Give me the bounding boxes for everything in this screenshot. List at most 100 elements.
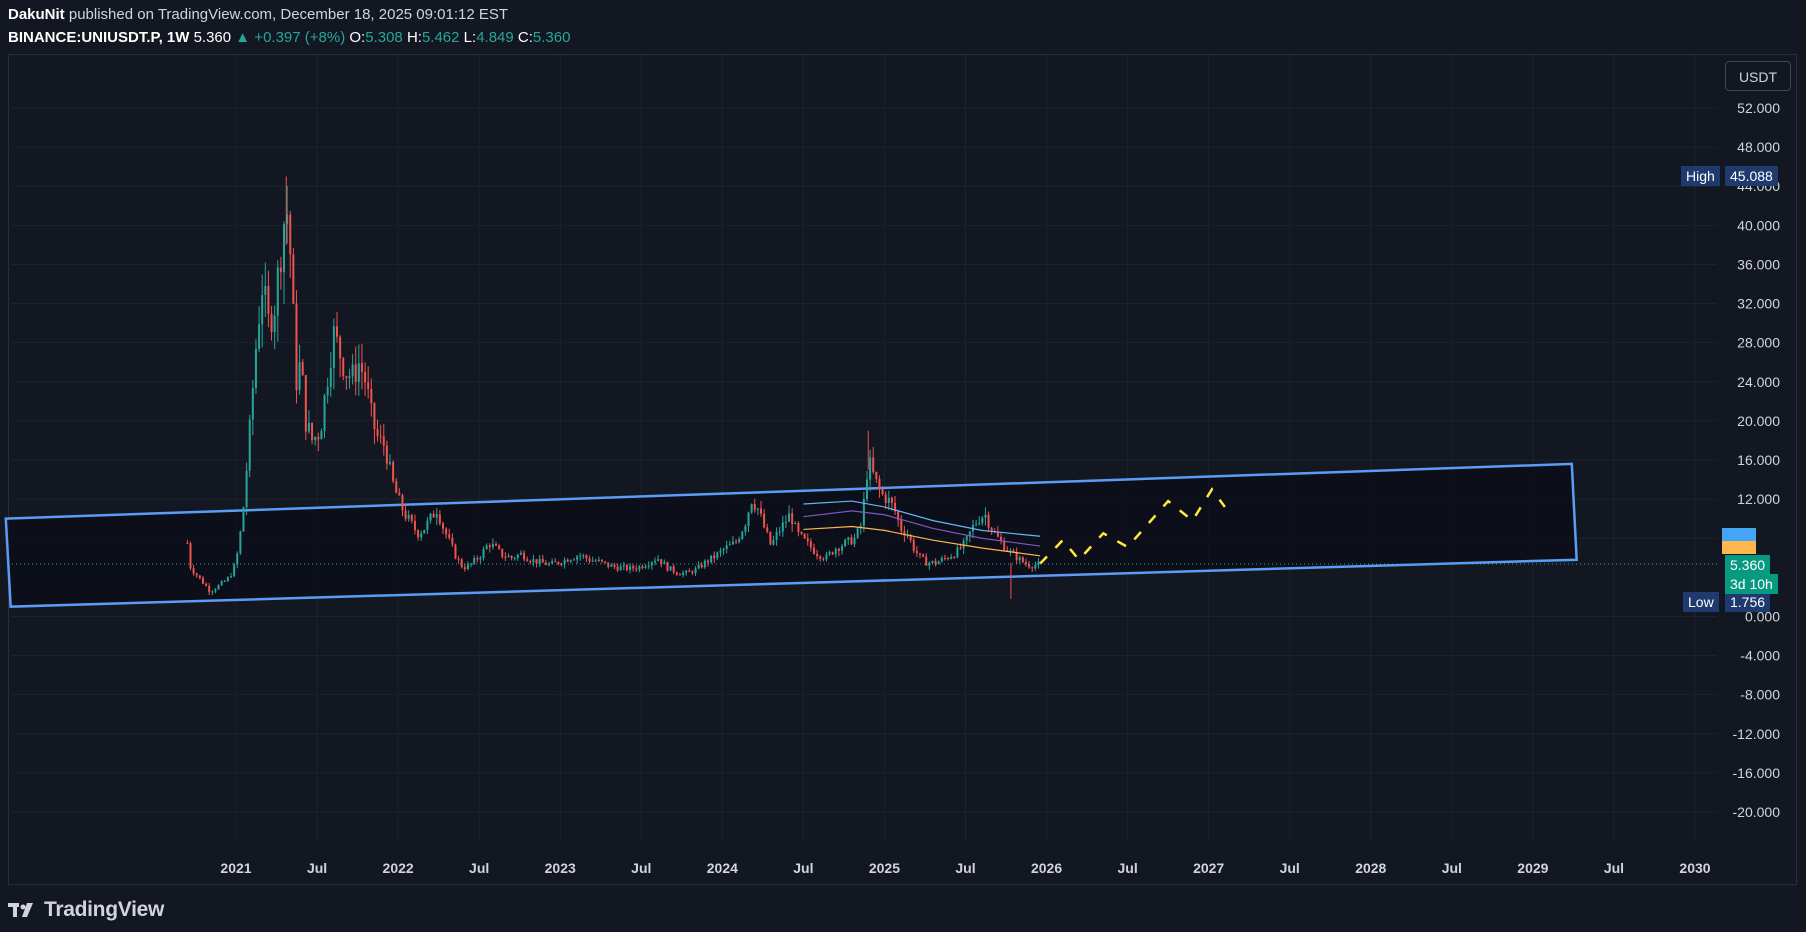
candle: [837, 547, 840, 557]
candle: [713, 551, 716, 563]
price-tick-label: -8.000: [1740, 687, 1780, 703]
candle: [432, 510, 435, 518]
candle: [423, 529, 426, 534]
candle: [1018, 555, 1021, 564]
candle: [189, 541, 192, 571]
close-label: C:: [517, 29, 533, 46]
candle: [476, 555, 479, 563]
candle: [491, 538, 494, 550]
candle: [470, 563, 473, 568]
candle: [685, 569, 688, 576]
author-name[interactable]: DakuNit: [8, 6, 65, 23]
candle: [298, 344, 301, 395]
symbol-legend: BINANCE:UNIUSDT.P, 1W 5.360 ▲ +0.397 (+8…: [8, 29, 570, 46]
candle: [607, 562, 610, 569]
chart-frame[interactable]: [8, 54, 1797, 885]
candle: [922, 553, 925, 558]
symbol-name[interactable]: BINANCE:UNIUSDT.P, 1W: [8, 29, 190, 46]
candle: [756, 507, 759, 516]
candle: [865, 470, 868, 503]
candle: [940, 555, 943, 563]
candle: [457, 556, 460, 564]
time-tick-label: 2024: [707, 860, 738, 876]
candle: [650, 561, 653, 570]
candle: [307, 410, 310, 434]
candle: [616, 563, 619, 573]
candle: [264, 262, 267, 317]
candle: [934, 558, 937, 567]
candle: [544, 559, 547, 566]
time-tick-label: Jul: [1442, 860, 1462, 876]
candle: [806, 533, 809, 546]
candle: [872, 446, 875, 475]
candle: [962, 537, 965, 555]
candles: [186, 176, 1040, 599]
candle: [535, 559, 538, 568]
low-tag-label: Low: [1683, 592, 1719, 612]
candle: [283, 221, 286, 304]
grid-lines: [12, 55, 1717, 840]
candle: [579, 552, 582, 561]
close-value: 5.360: [532, 29, 571, 46]
candle: [389, 454, 392, 466]
candle: [1000, 531, 1003, 545]
candle: [323, 393, 326, 439]
price-tick-label: 32.000: [1737, 296, 1780, 312]
candle: [675, 571, 678, 577]
candle: [279, 256, 282, 290]
price-tick-label: 24.000: [1737, 374, 1780, 390]
candle: [641, 564, 644, 570]
candle: [878, 475, 881, 498]
candle: [435, 507, 438, 525]
candle: [956, 545, 959, 559]
candle: [653, 557, 656, 566]
footer-logo[interactable]: TradingView: [8, 897, 164, 923]
candle: [975, 520, 978, 527]
candle: [454, 543, 457, 560]
candle: [850, 534, 853, 546]
candle: [625, 564, 628, 572]
candle: [632, 564, 635, 572]
candle: [236, 551, 239, 569]
candle: [834, 547, 837, 558]
candle: [426, 517, 429, 535]
candle: [831, 551, 834, 556]
candle: [716, 551, 719, 560]
candle: [379, 424, 382, 444]
candle: [841, 543, 844, 555]
candle: [678, 572, 681, 576]
channel-rectangle[interactable]: [4, 462, 1578, 608]
price-tick-label: 36.000: [1737, 256, 1780, 272]
candle: [401, 493, 404, 517]
time-tick-label: 2026: [1031, 860, 1062, 876]
candle: [233, 562, 236, 578]
time-tick-label: Jul: [631, 860, 651, 876]
candle: [912, 537, 915, 554]
candle: [339, 335, 342, 377]
candle: [563, 557, 566, 569]
candle: [504, 552, 507, 562]
candle: [301, 359, 304, 376]
time-tick-label: 2030: [1679, 860, 1710, 876]
candle: [784, 515, 787, 528]
candle: [332, 318, 335, 390]
price-axis: 52.00048.00044.00040.00036.00032.00028.0…: [1733, 100, 1781, 820]
candle: [710, 555, 713, 564]
candle: [473, 555, 476, 566]
candle: [438, 509, 441, 526]
candle: [669, 566, 672, 571]
candle: [572, 557, 575, 561]
candle: [622, 562, 625, 571]
candle: [691, 570, 694, 576]
candle: [812, 543, 815, 555]
candle: [947, 556, 950, 561]
candle: [351, 354, 354, 385]
currency-button[interactable]: USDT: [1725, 61, 1791, 91]
candle: [398, 488, 401, 496]
candle: [507, 553, 510, 558]
candle: [644, 564, 647, 569]
candle: [466, 561, 469, 571]
time-tick-label: 2027: [1193, 860, 1224, 876]
candle: [847, 536, 850, 545]
